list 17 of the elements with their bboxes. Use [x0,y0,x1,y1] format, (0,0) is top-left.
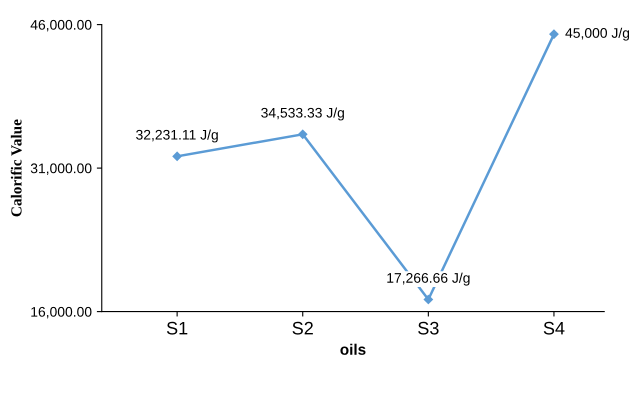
point [424,294,433,304]
point [172,152,182,161]
data-label: 32,231.11 J/g [136,129,218,142]
y-tick-label: 46,000.00 [30,20,92,32]
point [549,30,559,39]
x-tick-label: S3 [418,322,439,335]
data-label: 45,000 J/g [565,28,630,41]
data-label: 17,266.66 J/g [387,272,470,286]
x-tick-label: S1 [166,322,188,335]
point [298,130,308,139]
x-tick-label: S2 [292,322,313,335]
x-axis-title: oils [340,344,366,355]
data-label: 34,533.33 J/g [261,107,344,120]
x-tick-label: S4 [544,322,564,335]
y-tick-label: 31,000.00 [30,163,92,175]
y-axis-title: Calorific Value [10,119,22,216]
y-tick-label: 16,000.00 [31,306,92,318]
